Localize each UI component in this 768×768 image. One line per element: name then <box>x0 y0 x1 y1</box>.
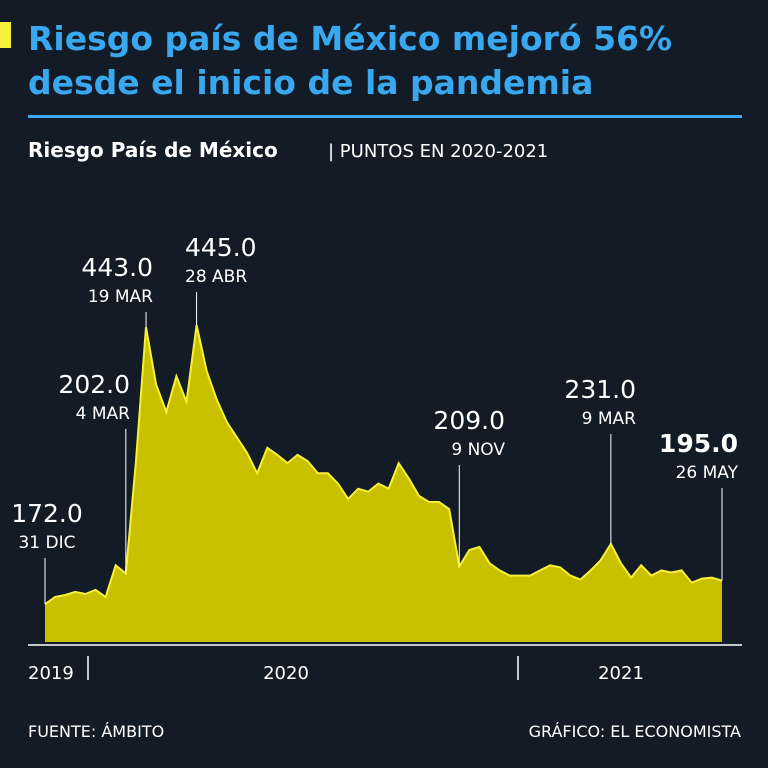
annotation-value: 195.0 <box>659 429 738 458</box>
annotation-value: 209.0 <box>433 406 505 435</box>
credit: GRÁFICO: EL ECONOMISTA <box>529 722 741 741</box>
annotation-value: 202.0 <box>58 370 130 399</box>
chart-title: desde el inicio de la pandemia <box>28 63 593 102</box>
line <box>44 324 723 606</box>
subtitle: Riesgo País de México <box>28 138 278 162</box>
area <box>45 325 722 642</box>
annotation-date: 31 DIC <box>18 533 75 553</box>
annotation-value: 231.0 <box>564 375 636 404</box>
annotation-date: 4 MAR <box>76 404 131 424</box>
annotation-date: 9 NOV <box>451 440 505 460</box>
annotation-value: 443.0 <box>81 253 153 282</box>
annotation-value: 445.0 <box>185 233 257 262</box>
x-label: 2020 <box>263 663 309 684</box>
annotation-value: 172.0 <box>11 499 83 528</box>
annotation-date: 19 MAR <box>88 287 153 307</box>
accent-bar <box>0 22 11 48</box>
annotation-date: 26 MAY <box>676 463 739 483</box>
x-label: 2019 <box>28 663 74 684</box>
chart-title: Riesgo país de México mejoró 56% <box>28 19 672 58</box>
annotation-date: 9 MAR <box>582 409 637 429</box>
title-rule <box>28 115 742 118</box>
source: FUENTE: ÁMBITO <box>28 722 164 741</box>
subtitle-note: | PUNTOS EN 2020-2021 <box>328 141 548 162</box>
annotation-date: 28 ABR <box>185 267 247 287</box>
x-label: 2021 <box>598 663 644 684</box>
